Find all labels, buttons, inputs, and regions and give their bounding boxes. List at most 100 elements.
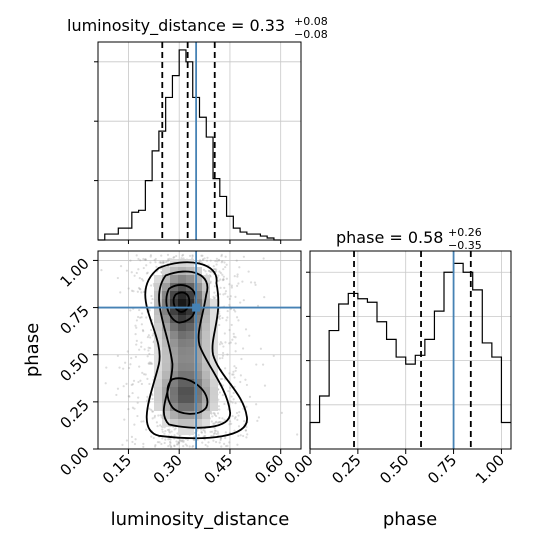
sample-point: [130, 289, 134, 292]
sample-point: [175, 254, 178, 258]
sample-point: [232, 332, 235, 335]
sample-point: [213, 291, 216, 294]
sample-point: [256, 419, 259, 422]
sample-point: [213, 429, 216, 432]
density-cell: [162, 379, 170, 387]
sample-point: [137, 396, 140, 399]
sample-point: [134, 355, 138, 358]
sample-point: [234, 310, 237, 313]
sample-point: [205, 273, 208, 276]
density-cell: [178, 403, 186, 411]
sample-point: [205, 259, 209, 262]
sample-point: [210, 434, 213, 438]
sample-point: [228, 423, 231, 426]
density-cell: [170, 387, 178, 395]
sample-point: [208, 269, 211, 272]
sample-point: [100, 269, 103, 272]
sample-point: [182, 439, 185, 442]
sample-point: [236, 273, 239, 276]
sample-point: [198, 259, 202, 262]
sample-point: [156, 425, 159, 428]
density-cell: [162, 275, 170, 283]
sample-point: [154, 444, 157, 447]
sample-point: [191, 255, 194, 258]
sample-point: [150, 408, 153, 411]
sample-point: [249, 281, 253, 284]
density-cell: [162, 403, 170, 411]
sample-point: [213, 413, 216, 416]
sample-point: [147, 349, 150, 352]
sample-point: [132, 290, 135, 293]
sample-point: [139, 379, 142, 382]
sample-point: [218, 441, 221, 444]
sample-point: [130, 271, 133, 274]
sample-point: [207, 269, 210, 273]
sample-point: [238, 411, 241, 414]
sample-point: [177, 441, 180, 444]
sample-point: [211, 430, 214, 433]
sample-point: [217, 274, 220, 277]
sample-point: [151, 297, 154, 301]
sample-point: [236, 443, 239, 446]
y-axis-label-phase: phase: [22, 323, 43, 377]
sample-point: [140, 278, 144, 281]
sample-point: [139, 316, 142, 319]
sample-point: [209, 275, 212, 278]
sample-point: [241, 280, 244, 283]
sample-point: [126, 350, 129, 353]
sample-point: [215, 263, 218, 266]
sample-point: [136, 414, 139, 418]
sample-point: [220, 421, 223, 424]
sample-point: [137, 286, 141, 290]
sample-point: [140, 312, 144, 315]
density-cell: [170, 347, 178, 355]
sample-point: [181, 439, 184, 442]
y-tick-label: 0.25: [56, 396, 92, 432]
sample-point: [167, 444, 170, 448]
sample-point: [141, 329, 145, 332]
density-cell: [154, 371, 162, 379]
sample-point: [167, 438, 170, 441]
sample-point: [164, 430, 167, 433]
density-cell: [202, 379, 210, 387]
density-cell: [194, 275, 202, 283]
sample-point: [280, 411, 283, 414]
sample-point: [233, 429, 236, 432]
sample-point: [151, 397, 154, 401]
sample-point: [253, 281, 257, 284]
sample-point: [140, 323, 143, 326]
sample-point: [169, 440, 172, 443]
sample-point: [224, 341, 227, 344]
sample-point: [199, 260, 202, 263]
sample-point: [173, 434, 176, 437]
sample-point: [235, 259, 238, 262]
density-cell: [186, 379, 194, 387]
sample-point: [220, 261, 223, 264]
density-cell: [202, 299, 210, 307]
ld-title-sup: +0.08: [294, 15, 328, 28]
sample-point: [91, 400, 93, 402]
sample-point: [200, 254, 203, 257]
sample-point: [245, 436, 248, 439]
sample-point: [244, 429, 248, 432]
sample-point: [233, 365, 236, 368]
sample-point: [232, 370, 235, 373]
density-cell: [194, 387, 202, 395]
sample-point: [188, 445, 191, 448]
sample-point: [176, 443, 179, 446]
sample-point: [149, 254, 153, 257]
sample-point: [151, 394, 154, 397]
sample-point: [231, 373, 234, 376]
sample-point: [180, 257, 183, 260]
sample-point: [217, 432, 220, 435]
sample-point: [228, 283, 231, 286]
sample-point: [217, 405, 221, 408]
sample-point: [224, 444, 228, 448]
sample-point: [225, 319, 228, 322]
sample-point: [206, 445, 209, 448]
sample-point: [158, 441, 161, 444]
sample-point: [223, 332, 226, 335]
sample-point: [168, 437, 171, 440]
sample-point: [244, 328, 248, 331]
